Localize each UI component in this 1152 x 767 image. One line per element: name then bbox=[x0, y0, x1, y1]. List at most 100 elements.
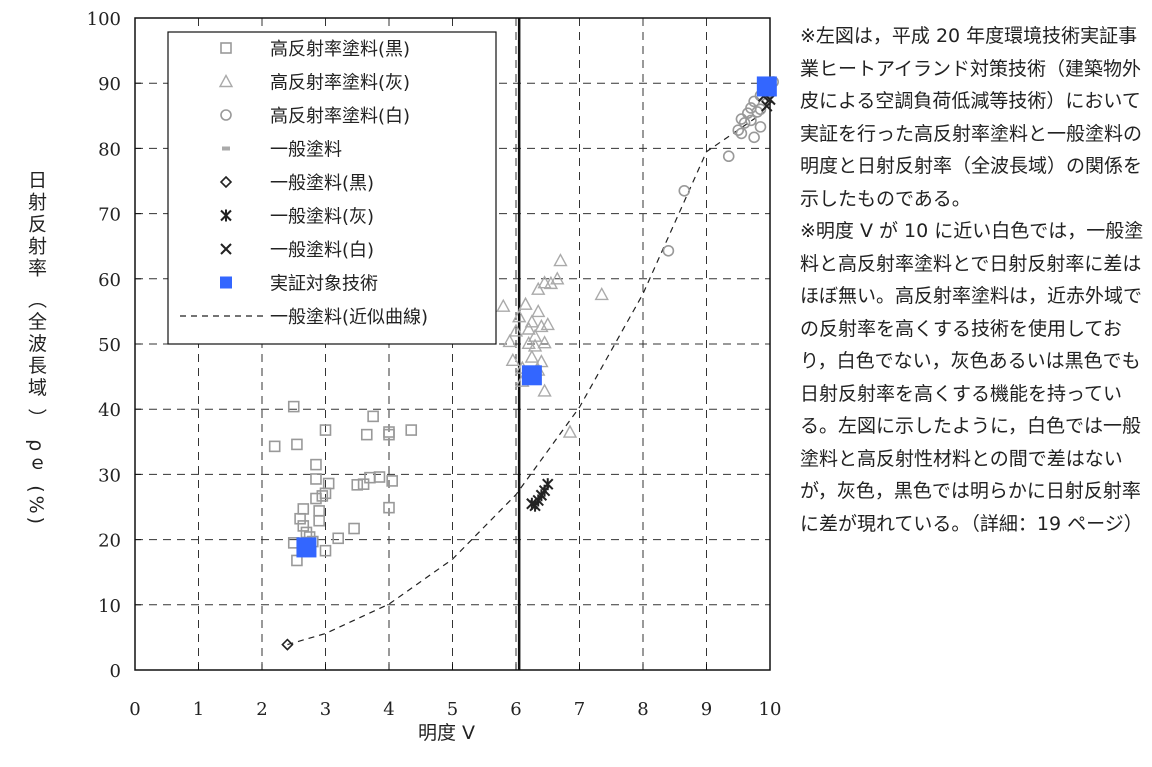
y-tick-label: 80 bbox=[98, 139, 121, 160]
point-square bbox=[291, 438, 303, 451]
point-circle bbox=[732, 124, 745, 136]
point-filled-square bbox=[756, 76, 777, 97]
x-tick-label: 3 bbox=[320, 699, 331, 720]
point-triangle bbox=[543, 275, 559, 290]
point-filled-square bbox=[521, 365, 542, 386]
point-diamond bbox=[281, 638, 294, 651]
data-points bbox=[268, 76, 779, 651]
point-triangle bbox=[594, 286, 609, 301]
approximation-curve bbox=[287, 107, 771, 646]
point-square bbox=[313, 514, 325, 527]
x-tick-label: 9 bbox=[701, 699, 712, 720]
note-paragraph-1: ※左図は，平成 20 年度環境技術実証事業ヒートアイランド対策技術（建築物外皮に… bbox=[800, 25, 1143, 210]
y-tick-label: 100 bbox=[87, 9, 121, 30]
x-tick-label: 0 bbox=[129, 699, 140, 720]
point-triangle bbox=[553, 253, 568, 267]
point-circle bbox=[662, 244, 675, 257]
point-triangle bbox=[508, 323, 524, 337]
point-triangle bbox=[502, 333, 517, 348]
note-paragraph-2: ※明度 V が 10 に近い白色では，一般塗料と高反射率塗料とで日射反射率に差は… bbox=[800, 220, 1144, 535]
point-square bbox=[360, 428, 373, 441]
point-triangle bbox=[511, 309, 527, 323]
x-tick-label: 1 bbox=[193, 699, 204, 720]
legend-label: 高反射率塗料(黒) bbox=[270, 38, 410, 60]
point-square bbox=[322, 477, 335, 490]
point-triangle bbox=[537, 383, 552, 397]
point-square bbox=[405, 424, 418, 436]
point-square bbox=[319, 544, 332, 557]
x-tick-label: 8 bbox=[637, 699, 648, 720]
legend-label: 一般塗料(黒) bbox=[270, 172, 374, 194]
point-triangle bbox=[505, 352, 521, 366]
x-tick-label: 6 bbox=[510, 699, 521, 720]
point-square bbox=[367, 410, 379, 423]
point-x bbox=[220, 243, 232, 255]
point-circle bbox=[722, 150, 735, 163]
x-tick-label: 4 bbox=[383, 699, 394, 720]
point-circle bbox=[220, 109, 232, 121]
legend-label: 高反射率塗料(白) bbox=[270, 105, 410, 127]
point-square bbox=[297, 503, 310, 515]
point-circle bbox=[735, 127, 748, 140]
y-tick-label: 20 bbox=[98, 531, 121, 552]
point-square bbox=[310, 492, 322, 505]
point-triangle bbox=[531, 281, 546, 295]
point-square bbox=[297, 520, 310, 532]
x-tick-label: 7 bbox=[574, 699, 585, 720]
y-tick-label: 90 bbox=[98, 74, 121, 95]
y-axis-label: 日射反射率 （全波長域 ） ρｅ (%) bbox=[25, 170, 47, 528]
point-filled-square bbox=[220, 276, 232, 289]
point-square bbox=[313, 505, 325, 517]
point-asterisk bbox=[542, 478, 554, 491]
point-square bbox=[383, 426, 395, 438]
curve-general-paint bbox=[287, 107, 771, 646]
point-triangle bbox=[218, 74, 234, 88]
point-triangle bbox=[524, 314, 540, 328]
point-square bbox=[348, 522, 360, 535]
point-triangle bbox=[527, 338, 543, 352]
y-tick-label: 0 bbox=[110, 661, 121, 682]
point-square bbox=[268, 440, 281, 453]
x-axis-label: 明度 V bbox=[418, 722, 476, 744]
point-dash bbox=[222, 146, 230, 151]
point-triangle bbox=[521, 335, 536, 350]
point-square bbox=[310, 458, 322, 471]
legend-label: 一般塗料(灰) bbox=[270, 206, 374, 228]
point-triangle bbox=[537, 335, 552, 349]
y-tick-label: 40 bbox=[98, 400, 121, 421]
legend-label: 一般塗料(白) bbox=[270, 239, 374, 261]
point-filled-square bbox=[296, 537, 317, 558]
y-tick-label: 60 bbox=[98, 270, 121, 291]
legend-label: 一般塗料 bbox=[270, 139, 342, 161]
point-triangle bbox=[531, 303, 546, 318]
point-square bbox=[310, 473, 322, 485]
point-square bbox=[351, 479, 364, 491]
y-tick-label: 10 bbox=[98, 596, 121, 617]
point-x bbox=[761, 100, 773, 112]
point-square bbox=[316, 490, 329, 502]
point-circle bbox=[745, 114, 757, 127]
point-triangle bbox=[521, 321, 536, 335]
point-square bbox=[332, 532, 345, 545]
point-triangle bbox=[524, 349, 540, 363]
y-tick-label: 30 bbox=[98, 465, 121, 486]
point-circle bbox=[678, 184, 691, 197]
point-diamond bbox=[219, 175, 233, 189]
x-tick-label: 5 bbox=[447, 699, 458, 720]
point-circle bbox=[748, 131, 760, 144]
point-square bbox=[386, 475, 398, 487]
point-square bbox=[373, 471, 386, 483]
point-square bbox=[319, 424, 332, 436]
x-tick-label: 10 bbox=[759, 699, 782, 720]
point-triangle bbox=[550, 271, 565, 285]
legend-box bbox=[167, 31, 497, 345]
point-square bbox=[294, 512, 306, 525]
point-triangle bbox=[496, 298, 511, 312]
point-triangle bbox=[562, 424, 578, 438]
axes bbox=[134, 17, 771, 671]
legend-label: 高反射率塗料(灰) bbox=[270, 72, 410, 94]
point-circle bbox=[751, 106, 764, 118]
point-circle bbox=[754, 121, 767, 133]
